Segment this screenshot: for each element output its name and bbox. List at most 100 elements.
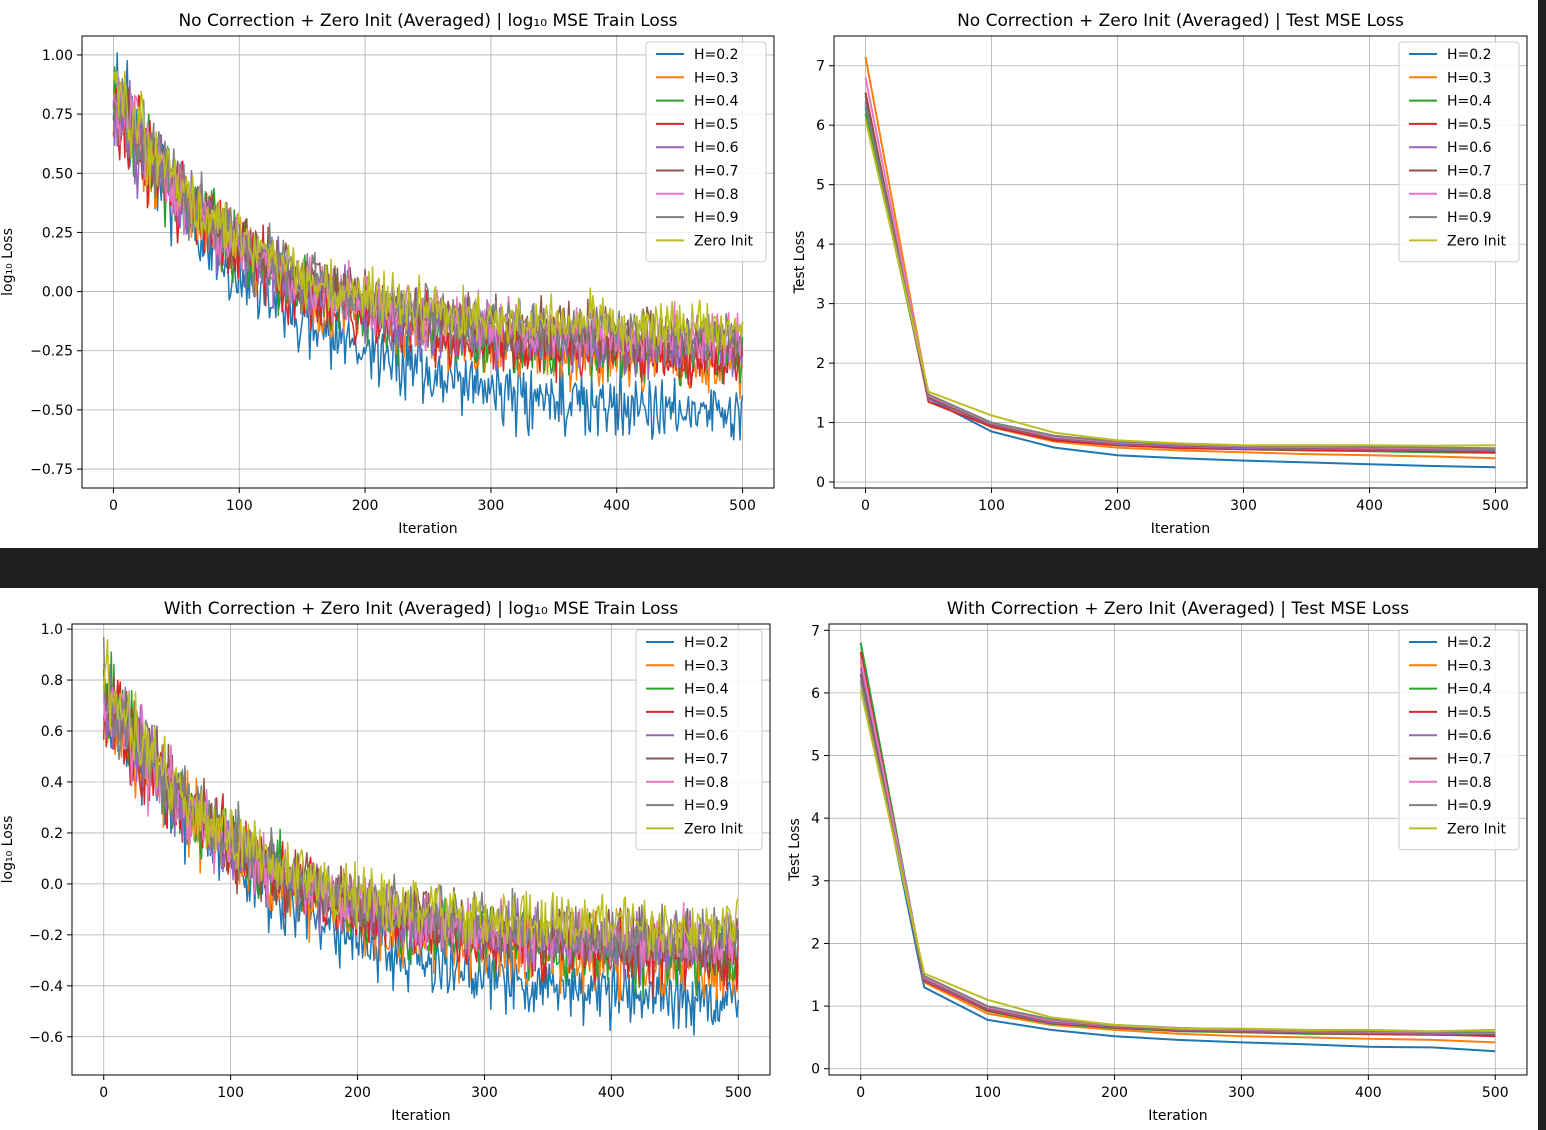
x-tick-label: 400 (598, 1085, 625, 1101)
series-group (102, 636, 740, 1036)
legend-label: H=0.7 (684, 752, 729, 768)
y-tick-label: 2 (811, 936, 820, 952)
x-tick-label: 300 (478, 498, 505, 514)
x-tick-label: 0 (856, 1085, 865, 1101)
series-line-zero-init (859, 689, 1496, 1033)
legend-label: H=0.4 (1447, 94, 1492, 110)
axes-frame (81, 35, 775, 489)
legend-label: H=0.9 (1447, 798, 1492, 814)
x-tick-label: 0 (861, 498, 870, 514)
chart-2: With Correction + Zero Init (Averaged) |… (0, 599, 771, 1124)
legend-label: H=0.4 (694, 94, 739, 110)
y-tick-label: 1 (811, 999, 820, 1015)
y-tick-label: −0.75 (30, 462, 73, 478)
x-axis-label: Iteration (391, 1108, 450, 1124)
legend-label: H=0.8 (1447, 187, 1492, 203)
y-tick-label: 6 (816, 118, 825, 134)
legend-label: H=0.7 (1447, 752, 1492, 768)
legend-label: H=0.7 (694, 164, 739, 180)
chart-title: With Correction + Zero Init (Averaged) |… (164, 599, 679, 619)
series-group (859, 642, 1496, 1053)
y-tick-label: 3 (811, 874, 820, 890)
legend-label: H=0.7 (1447, 164, 1492, 180)
legend: H=0.2 H=0.3 H=0.4 H=0.5 H=0.6 H=0.7 H=0.8 H=0.9… (1398, 41, 1520, 263)
legend-label: H=0.3 (684, 658, 729, 674)
figure-top-canvas: No Correction + Zero Init (Averaged) | l… (0, 11, 1528, 537)
y-tick-label: −0.25 (30, 344, 73, 360)
legend-label: Zero Init (684, 821, 744, 837)
legend-label: H=0.2 (684, 635, 729, 651)
y-tick-label: 4 (816, 237, 825, 253)
y-axis-label: log₁₀ Loss (0, 816, 16, 884)
series-group (112, 52, 744, 441)
series-line-h-0-2 (864, 107, 1496, 469)
chart-0: No Correction + Zero Init (Averaged) | l… (0, 11, 775, 537)
legend-box (635, 629, 763, 851)
chart-title: No Correction + Zero Init (Averaged) | l… (178, 11, 677, 31)
y-tick-label: 0.8 (41, 673, 63, 689)
chart-1: No Correction + Zero Init (Averaged) | T… (792, 11, 1528, 537)
legend-label: H=0.4 (684, 682, 729, 698)
legend-label: H=0.2 (1447, 47, 1492, 63)
y-tick-label: 0.6 (41, 724, 63, 740)
chart-title: No Correction + Zero Init (Averaged) | T… (957, 11, 1404, 31)
y-tick-label: 5 (811, 749, 820, 765)
chart-3: With Correction + Zero Init (Averaged) |… (787, 599, 1528, 1124)
legend-label: H=0.6 (684, 728, 729, 744)
legend: H=0.2 H=0.3 H=0.4 H=0.5 H=0.6 H=0.7 H=0.8 H=0.9… (645, 41, 767, 263)
grid (829, 624, 1527, 1075)
x-tick-label: 100 (217, 1085, 244, 1101)
legend-label: H=0.9 (1447, 210, 1492, 226)
legend-label: H=0.6 (1447, 728, 1492, 744)
legend: H=0.2 H=0.3 H=0.4 H=0.5 H=0.6 H=0.7 H=0.8 H=0.9… (635, 629, 763, 851)
x-tick-label: 200 (352, 498, 379, 514)
x-tick-label: 0 (109, 498, 118, 514)
figure-top: No Correction + Zero Init (Averaged) | l… (0, 0, 1538, 548)
legend-label: H=0.5 (1447, 117, 1492, 133)
legend-label: H=0.4 (1447, 682, 1492, 698)
legend-label: H=0.8 (694, 187, 739, 203)
legend-label: H=0.5 (694, 117, 739, 133)
x-tick-label: 100 (978, 498, 1005, 514)
y-tick-label: 0 (811, 1062, 820, 1078)
legend-label: H=0.5 (1447, 705, 1492, 721)
legend-label: Zero Init (1447, 233, 1507, 249)
x-tick-label: 300 (471, 1085, 498, 1101)
legend-label: H=0.9 (684, 798, 729, 814)
legend-label: H=0.5 (684, 705, 729, 721)
y-tick-label: 3 (816, 297, 825, 313)
legend-label: H=0.9 (694, 210, 739, 226)
series-line-zero-init (112, 70, 744, 357)
y-axis-label: Test Loss (787, 818, 803, 882)
y-tick-label: −0.2 (29, 928, 63, 944)
legend-label: H=0.2 (694, 47, 739, 63)
series-line-h-0-2 (859, 673, 1496, 1053)
legend-box (645, 41, 767, 263)
y-tick-label: 1.00 (42, 48, 73, 64)
x-axis-label: Iteration (398, 521, 457, 537)
y-tick-label: 0.4 (41, 775, 63, 791)
x-tick-label: 100 (974, 1085, 1001, 1101)
legend-label: Zero Init (694, 233, 754, 249)
axes-frame (833, 35, 1528, 489)
legend-label: H=0.8 (1447, 775, 1492, 791)
x-tick-label: 200 (1101, 1085, 1128, 1101)
y-tick-label: 5 (816, 178, 825, 194)
axes-frame (71, 623, 771, 1076)
series-group (864, 56, 1496, 469)
y-tick-label: 0.50 (42, 166, 73, 182)
y-tick-label: 1 (816, 416, 825, 432)
y-tick-label: −0.50 (30, 403, 73, 419)
y-tick-label: 1.0 (41, 622, 63, 638)
legend-label: Zero Init (1447, 821, 1507, 837)
y-tick-label: −0.6 (29, 1030, 63, 1046)
legend-label: H=0.2 (1447, 635, 1492, 651)
legend: H=0.2 H=0.3 H=0.4 H=0.5 H=0.6 H=0.7 H=0.8 H=0.9… (1398, 629, 1520, 851)
x-axis-label: Iteration (1151, 521, 1210, 537)
x-tick-label: 400 (603, 498, 630, 514)
x-tick-label: 400 (1355, 1085, 1382, 1101)
y-axis-label: log₁₀ Loss (0, 228, 16, 296)
x-axis-label: Iteration (1148, 1108, 1207, 1124)
series-line-zero-init (864, 119, 1496, 447)
y-tick-label: 0.0 (41, 877, 63, 893)
